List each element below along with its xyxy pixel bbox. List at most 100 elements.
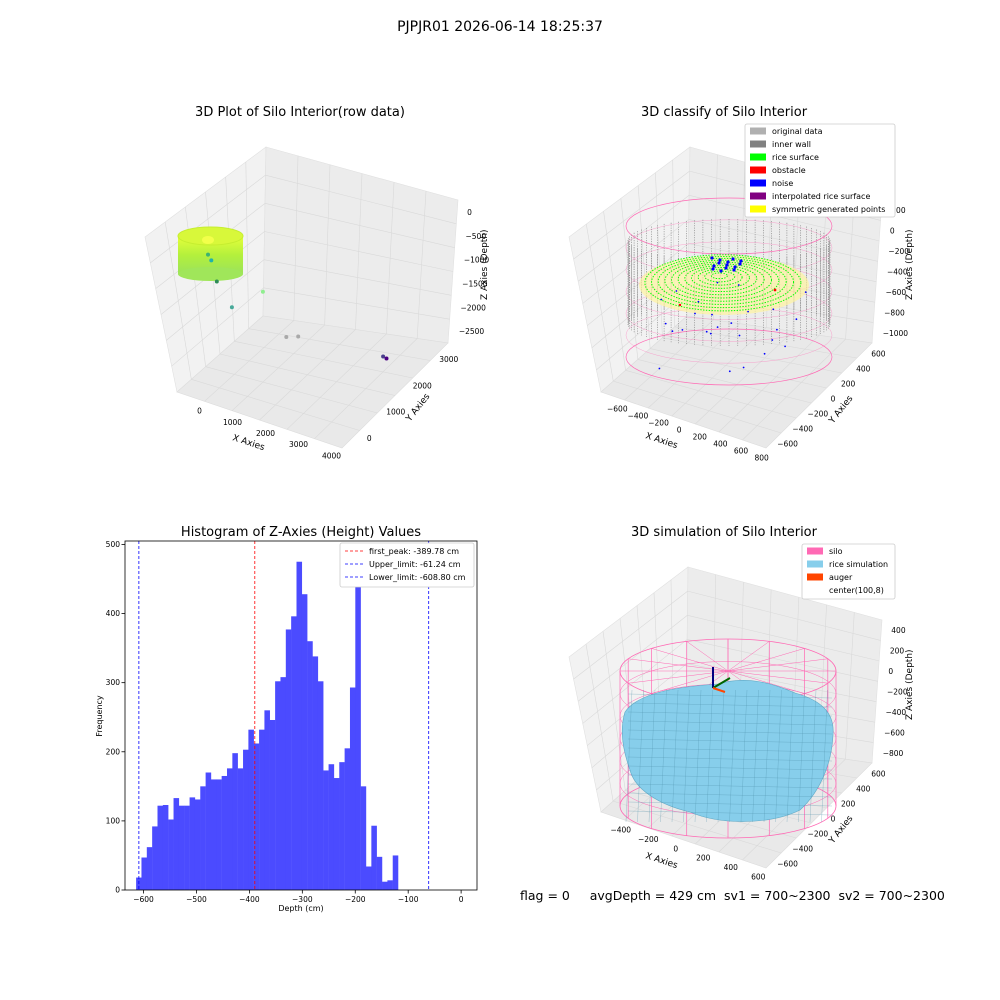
histogram-bar bbox=[371, 825, 377, 890]
data-point bbox=[381, 354, 386, 359]
silo-roof-spoke bbox=[628, 670, 729, 684]
tick-label: 1000 bbox=[223, 418, 242, 427]
legend-box bbox=[339, 542, 475, 588]
histogram-bar bbox=[382, 881, 388, 890]
pane-back-right bbox=[262, 146, 459, 344]
grid-line bbox=[620, 198, 639, 360]
tick-label: 0 bbox=[831, 395, 836, 404]
legend-box bbox=[801, 543, 896, 600]
silo-roof-spoke bbox=[651, 648, 729, 672]
rice-mesh-line bbox=[786, 689, 794, 823]
noise-point bbox=[763, 352, 766, 355]
grid-line bbox=[602, 631, 626, 791]
grid-line bbox=[637, 359, 812, 404]
noise-point bbox=[664, 322, 667, 325]
x-tick-label: −600 bbox=[133, 895, 154, 904]
histogram-bar bbox=[264, 710, 270, 890]
tick-label: −400 bbox=[792, 845, 813, 854]
tick-label: 400 bbox=[891, 626, 906, 635]
chart-title-histogram: Histogram of Z-Axies (Height) Values bbox=[181, 525, 421, 540]
histogram-bar bbox=[312, 656, 319, 890]
grid-line bbox=[613, 380, 782, 434]
rice-mesh-line bbox=[637, 689, 644, 823]
histogram-bar bbox=[323, 770, 329, 890]
grid-line bbox=[314, 338, 418, 439]
legend-swatch bbox=[750, 153, 766, 161]
tick-label: 400 bbox=[724, 863, 739, 872]
y-tick-label: 100 bbox=[106, 816, 121, 825]
tick-labels-raw: 0 1000 2000 3000 4000 0 1000 2000 3000 0 −500 −1000… bbox=[197, 208, 489, 460]
legend-swatch bbox=[807, 547, 823, 555]
grid-line bbox=[171, 287, 264, 367]
status-avg-depth: avgDepth = 429 cm bbox=[589, 888, 717, 903]
grid-line bbox=[687, 639, 878, 682]
data-point bbox=[260, 289, 265, 294]
x-tick-label: −400 bbox=[239, 895, 260, 904]
axis-label-z-raw: Z Axies (Depth) bbox=[480, 229, 490, 300]
rice-mesh-line bbox=[627, 756, 833, 762]
noise-point bbox=[675, 290, 678, 292]
rice-mesh-line bbox=[648, 689, 656, 823]
noise-point bbox=[725, 263, 729, 267]
tick-label: −200 bbox=[888, 247, 909, 256]
grid-line bbox=[655, 172, 663, 338]
histogram-bar bbox=[178, 805, 185, 890]
histogram-bar bbox=[360, 786, 367, 890]
grid-line bbox=[603, 211, 626, 371]
grid-line bbox=[650, 348, 827, 389]
tick-labels-classify: −600−400−2000200400600800−600−400−200020… bbox=[607, 206, 909, 462]
rice-mesh-line bbox=[627, 765, 833, 771]
grid-line bbox=[662, 337, 842, 374]
histogram-bar bbox=[184, 805, 190, 890]
tick-label: −2500 bbox=[459, 327, 485, 336]
noise-point bbox=[724, 266, 728, 270]
legend-label: center(100,8) bbox=[829, 586, 884, 595]
tick-label: 3000 bbox=[439, 355, 458, 364]
rice-mesh-line bbox=[740, 689, 748, 823]
tick-label: 600 bbox=[871, 770, 886, 779]
tick-label: −200 bbox=[808, 410, 829, 419]
tick-label: −2000 bbox=[461, 303, 487, 312]
noise-point bbox=[772, 308, 775, 311]
histogram-reference-lines bbox=[138, 541, 430, 890]
noise-point bbox=[732, 268, 736, 272]
data-point bbox=[296, 334, 301, 339]
tick-label: −500 bbox=[466, 232, 487, 241]
noise-point bbox=[671, 330, 674, 333]
tick-label: 400 bbox=[856, 365, 871, 374]
legend-swatch bbox=[750, 205, 766, 213]
legend-swatch bbox=[750, 192, 766, 200]
legend-label: Lower_limit: -608.80 cm bbox=[369, 573, 466, 582]
axis-label-x-classify: X Axies bbox=[644, 431, 679, 451]
noise-point bbox=[711, 313, 713, 316]
histogram-bar bbox=[355, 557, 361, 890]
histogram-bar bbox=[275, 681, 281, 890]
rice-mesh-line bbox=[706, 689, 713, 823]
grid-line bbox=[687, 614, 880, 662]
grid-line bbox=[577, 195, 690, 282]
legend-label: silo bbox=[829, 547, 843, 556]
x-tick-label: −300 bbox=[292, 895, 313, 904]
rice-point-cluster bbox=[177, 226, 244, 281]
rice-mesh-line bbox=[627, 801, 833, 807]
histogram-bar bbox=[248, 729, 254, 890]
noise-point bbox=[731, 257, 735, 261]
histogram-bar bbox=[317, 681, 324, 890]
tick-label: 4000 bbox=[322, 451, 341, 460]
histogram-bar bbox=[237, 768, 244, 890]
rice-surface-ring bbox=[704, 270, 736, 283]
noise-point bbox=[697, 300, 700, 303]
legend-classify: original data inner wall rice surface obsta… bbox=[744, 123, 896, 218]
noise-point bbox=[716, 281, 719, 284]
tick-label: −200 bbox=[887, 688, 908, 697]
grid-line bbox=[647, 323, 741, 409]
noise-point bbox=[784, 345, 786, 348]
rice-mesh-line bbox=[717, 689, 725, 823]
tick-label: −400 bbox=[886, 708, 907, 717]
rice-surface-ring bbox=[677, 263, 765, 296]
tick-label: 200 bbox=[890, 647, 905, 656]
tick-label: 200 bbox=[841, 800, 856, 809]
rice-surface-ring bbox=[690, 266, 750, 289]
rice-mesh-line bbox=[660, 689, 667, 823]
tick-label: −200 bbox=[808, 830, 829, 839]
